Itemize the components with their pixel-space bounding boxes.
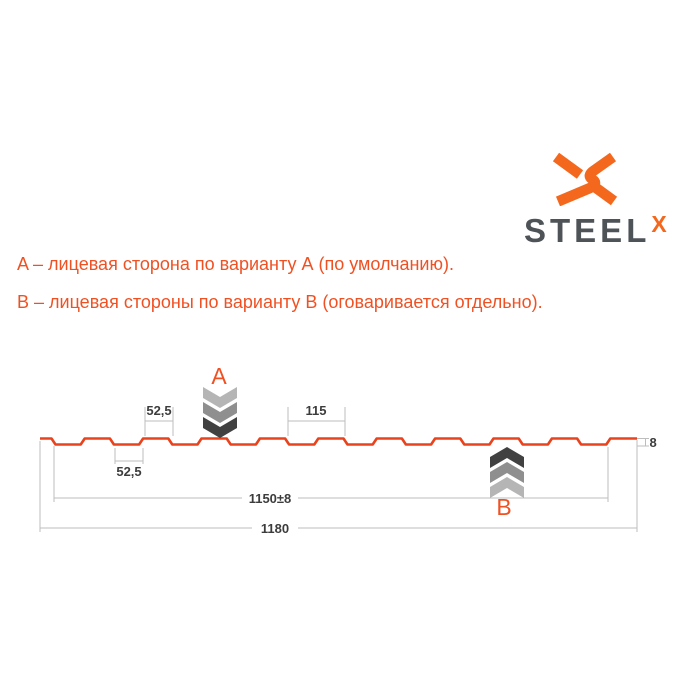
logo-wordmark-steel: STEEL <box>524 212 651 249</box>
steelx-logo-icon <box>552 152 618 206</box>
dim-overall-width-value: 1180 <box>261 521 289 536</box>
dim-flat-bottom-value: 52,5 <box>116 464 141 479</box>
variant-a-chevrons-icon <box>203 387 237 438</box>
variant-a-label: A <box>211 363 227 389</box>
dimension-height: 8 <box>637 435 657 450</box>
sheet-profile-line <box>40 437 637 446</box>
note-variant-b: B – лицевая стороны по варианту В (огова… <box>17 292 543 312</box>
note-variant-a: A – лицевая сторона по варианту А (по ум… <box>17 254 454 274</box>
logo: STEELX <box>520 140 690 250</box>
dim-height-value: 8 <box>650 435 657 450</box>
logo-wordmark-x: X <box>651 211 667 237</box>
extension-lines <box>39 440 638 532</box>
variant-b-label: B <box>496 494 511 520</box>
dimension-flat-top: 52,5 <box>144 403 174 436</box>
dim-pitch-value: 115 <box>306 403 327 418</box>
logo-arm-top-left <box>552 152 584 179</box>
dimension-working-width: 1150±8 <box>54 490 608 506</box>
dimension-overall-width: 1180 <box>40 520 637 536</box>
variant-b-chevrons-icon <box>490 447 524 498</box>
dimension-pitch: 115 <box>287 403 346 436</box>
dim-flat-top-value: 52,5 <box>146 403 171 418</box>
dimension-flat-bottom: 52,5 <box>114 448 144 479</box>
logo-wordmark: STEELX <box>524 211 667 250</box>
logo-s-diagonal <box>555 152 617 206</box>
dim-working-width-value: 1150±8 <box>249 491 292 506</box>
